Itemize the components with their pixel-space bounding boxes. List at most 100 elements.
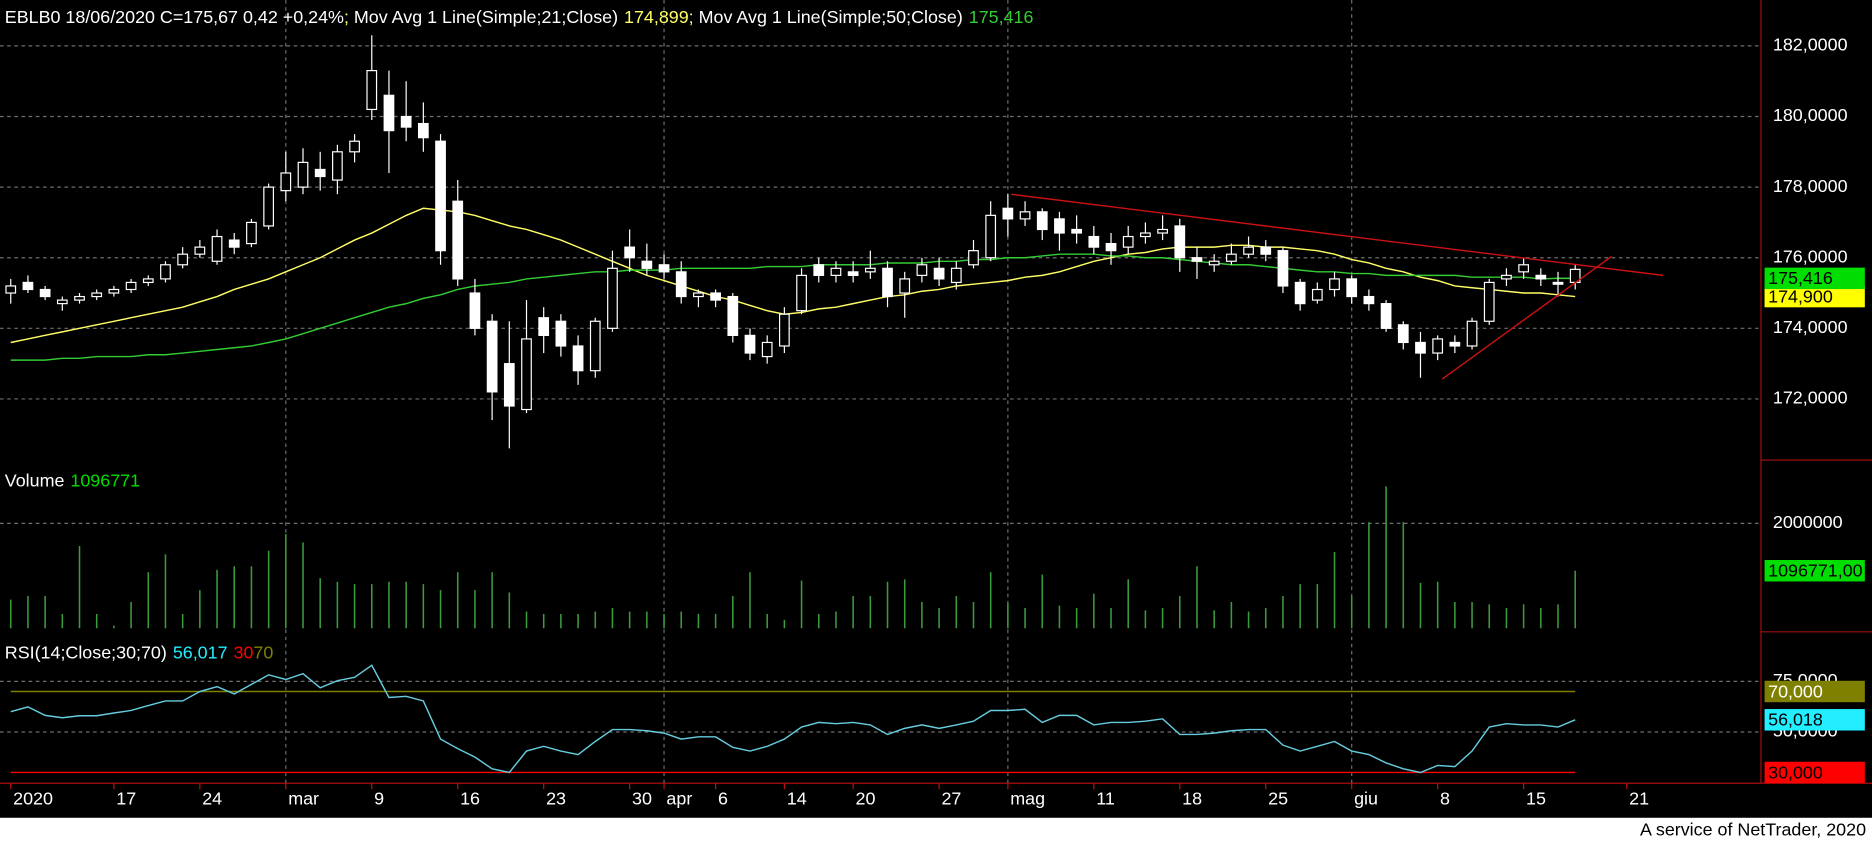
candle-body bbox=[744, 334, 756, 354]
candle-body bbox=[538, 317, 550, 336]
value-badge bbox=[1764, 559, 1865, 582]
value-badge bbox=[1764, 709, 1865, 731]
grid-layer bbox=[0, 0, 1761, 784]
candle-body bbox=[555, 320, 567, 347]
candle-body bbox=[658, 264, 670, 273]
panel-value: 1096771 bbox=[70, 470, 140, 490]
candle-body bbox=[1140, 232, 1151, 238]
candle-body bbox=[899, 278, 911, 294]
x-tick-label: 14 bbox=[787, 789, 807, 809]
trend-line bbox=[1011, 193, 1664, 277]
candle-body bbox=[280, 172, 292, 192]
candle-body bbox=[435, 140, 446, 252]
x-tick-label: 18 bbox=[1182, 789, 1202, 809]
level-label: 70 bbox=[253, 642, 273, 662]
value-badge-label: 30,000 bbox=[1768, 762, 1823, 782]
y-tick-label: 172,0000 bbox=[1773, 388, 1848, 408]
y-tick-label: 178,0000 bbox=[1773, 176, 1848, 196]
candle-body bbox=[1363, 295, 1375, 305]
candle-body bbox=[1174, 225, 1186, 259]
panel-title: Volume bbox=[5, 470, 65, 490]
candle-body bbox=[91, 292, 103, 298]
candle-body bbox=[263, 186, 274, 227]
candle-body bbox=[1466, 320, 1478, 347]
candle-body bbox=[1036, 211, 1048, 231]
candle-body bbox=[1535, 274, 1547, 280]
y-tick-label: 180,0000 bbox=[1773, 105, 1848, 125]
candle-body bbox=[1518, 264, 1529, 273]
labels-layer: 2020 17 24 mar 9 16 23 30 apr 6 14 20 27 mag 11 18 25 giu… bbox=[5, 7, 1865, 809]
candle-body bbox=[5, 285, 17, 294]
candle-body bbox=[624, 246, 636, 259]
trend-line bbox=[1441, 255, 1613, 380]
moving-average-line bbox=[10, 253, 1576, 361]
candle-body bbox=[1019, 211, 1031, 220]
candle-body bbox=[864, 267, 876, 273]
x-tick-label: 16 bbox=[460, 789, 480, 809]
x-tick-label: 21 bbox=[1629, 789, 1649, 809]
candle-body bbox=[1191, 257, 1203, 262]
x-tick-label: 2020 bbox=[13, 789, 53, 809]
candle-body bbox=[1071, 228, 1083, 234]
candle-body bbox=[1552, 281, 1564, 285]
candle-body bbox=[813, 264, 825, 276]
candle-body bbox=[1122, 235, 1134, 248]
candle-body bbox=[589, 320, 601, 372]
x-tick-label: 30 bbox=[632, 789, 652, 809]
candle-body bbox=[710, 292, 721, 301]
marks-layer bbox=[5, 35, 1581, 774]
candle-body bbox=[125, 281, 137, 291]
panel-header: EBLB0 18/06/2020 C=175,67 0,42 +0,24%; M… bbox=[5, 7, 1034, 27]
candle-body bbox=[469, 292, 481, 329]
candle-body bbox=[1054, 218, 1065, 234]
candle-body bbox=[142, 278, 154, 284]
candle-body bbox=[1329, 278, 1340, 291]
candle-body bbox=[177, 253, 189, 266]
value-badge bbox=[1764, 680, 1865, 703]
candle-body bbox=[1432, 338, 1444, 354]
separator: ; bbox=[689, 7, 699, 27]
candle-body bbox=[228, 239, 240, 248]
value-badge bbox=[1764, 761, 1865, 784]
candle-body bbox=[74, 295, 85, 301]
candle-body bbox=[968, 250, 979, 266]
candle-body bbox=[22, 281, 34, 291]
candle-body bbox=[1346, 278, 1358, 298]
x-tick-label: 27 bbox=[941, 789, 961, 809]
x-tick-label: 17 bbox=[116, 789, 136, 809]
y-tick-label: 2000000 bbox=[1773, 512, 1843, 532]
x-tick-label: 9 bbox=[374, 789, 384, 809]
x-tick-label: 6 bbox=[718, 789, 728, 809]
value-badge bbox=[1764, 285, 1865, 308]
level-label: 30 bbox=[234, 642, 254, 662]
candle-body bbox=[332, 151, 343, 181]
candle-body bbox=[1105, 243, 1117, 252]
candle-body bbox=[985, 214, 997, 259]
candle-body bbox=[950, 267, 962, 284]
candle-body bbox=[297, 161, 309, 188]
x-tick-label: mag bbox=[1010, 789, 1045, 809]
legend-label: Mov Avg 1 Line(Simple;21;Close) bbox=[354, 7, 618, 27]
value-badge-label: 56,018 bbox=[1768, 710, 1823, 730]
candle-body bbox=[1243, 246, 1254, 255]
x-tick-label: 8 bbox=[1440, 789, 1450, 809]
x-tick-label: 20 bbox=[856, 789, 876, 809]
chart-title: EBLB0 18/06/2020 C=175,67 0,42 +0,24% bbox=[5, 7, 344, 27]
candle-body bbox=[452, 200, 464, 280]
value-badge-label: 174,900 bbox=[1768, 287, 1833, 307]
separator: ; bbox=[344, 7, 354, 27]
x-tick-label: giu bbox=[1354, 789, 1378, 809]
candle-body bbox=[1501, 274, 1512, 280]
panel-value: 56,017 bbox=[173, 642, 228, 662]
candle-body bbox=[349, 140, 360, 153]
candle-body bbox=[486, 320, 498, 393]
candle-body bbox=[1002, 207, 1014, 220]
candle-body bbox=[211, 235, 223, 262]
footer-bar bbox=[0, 817, 1872, 844]
candle-body bbox=[1294, 281, 1306, 305]
candle-body bbox=[246, 221, 257, 245]
candle-body bbox=[761, 341, 773, 358]
candle-body bbox=[366, 70, 378, 111]
